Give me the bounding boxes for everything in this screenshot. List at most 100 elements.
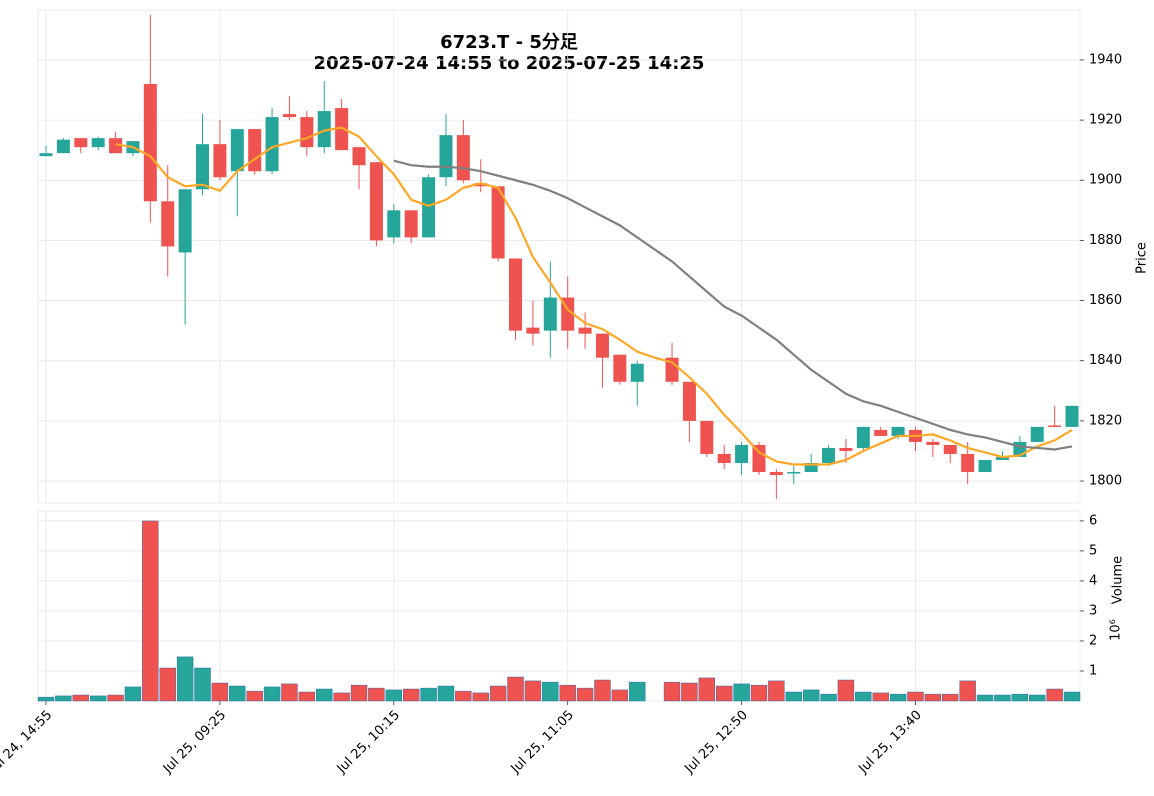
volume-bar xyxy=(124,686,142,702)
candle-body xyxy=(578,327,592,334)
panel-frame xyxy=(37,9,1081,504)
candle-body xyxy=(1030,426,1044,442)
candle-body xyxy=(804,462,818,473)
candle-body xyxy=(717,453,731,463)
y-tick-label: 1940 xyxy=(1089,52,1122,67)
volume-bar xyxy=(489,685,507,702)
candle-body xyxy=(317,111,331,148)
volume-bar xyxy=(211,682,229,702)
volume-bar xyxy=(1011,693,1029,702)
volume-bar xyxy=(281,683,298,702)
volume-bar xyxy=(176,656,194,702)
volume-bar xyxy=(472,692,489,702)
panel-frame xyxy=(37,510,1081,702)
candle-body xyxy=(91,138,105,148)
y-tick-label: 1 xyxy=(1089,663,1097,678)
candle-body xyxy=(109,138,123,154)
candle-body xyxy=(387,210,401,238)
volume-bar xyxy=(629,681,646,702)
candle-body xyxy=(491,186,505,259)
volume-bar xyxy=(142,520,159,702)
volume-bar xyxy=(802,689,820,702)
volume-bar xyxy=(333,692,350,702)
moving-average-line xyxy=(393,159,1073,451)
volume-bar xyxy=(37,696,55,702)
volume-bar xyxy=(837,679,855,702)
volume-bar xyxy=(524,680,542,702)
volume-bar xyxy=(733,683,750,702)
volume-bar xyxy=(785,691,802,702)
volume-bar xyxy=(55,695,72,702)
candle-body xyxy=(335,108,349,151)
volume-bar xyxy=(246,690,263,702)
volume-bar xyxy=(507,676,524,702)
y-tick-label: 5 xyxy=(1089,543,1097,558)
x-tick-label: Jul 25, 09:25 xyxy=(160,708,229,777)
candle-body xyxy=(856,426,870,448)
volume-bar xyxy=(229,685,246,702)
candle-body xyxy=(352,147,366,166)
candle-body xyxy=(1065,405,1079,427)
candle-body xyxy=(526,327,540,334)
candle-body xyxy=(874,429,888,436)
volume-bar xyxy=(159,667,176,702)
volume-bar xyxy=(368,687,385,702)
x-tick-label: Jul 25, 13:40 xyxy=(855,708,924,777)
y-tick-label: 1840 xyxy=(1089,353,1122,368)
y-tick-label: 2 xyxy=(1089,633,1097,648)
candle-body xyxy=(682,381,696,421)
candle-body xyxy=(456,135,470,181)
volume-bar xyxy=(698,677,716,702)
volume-bar xyxy=(107,694,124,702)
candle-body xyxy=(1048,425,1062,427)
volume-bar xyxy=(298,691,316,702)
candle-body xyxy=(369,162,383,241)
volume-bar xyxy=(750,684,768,702)
x-tick-label: Jul 25, 12:50 xyxy=(682,708,751,777)
candle-body xyxy=(282,114,296,118)
y-tick-label: 6 xyxy=(1089,513,1097,528)
y-tick-label: 1800 xyxy=(1089,474,1122,489)
candle-body xyxy=(752,444,766,473)
volume-bar xyxy=(872,692,889,702)
candle-body xyxy=(178,189,192,253)
volume-bar xyxy=(316,688,333,702)
candle-body xyxy=(39,153,53,157)
price-axis-label: Price xyxy=(1135,242,1150,274)
volume-bar xyxy=(907,691,924,702)
volume-scale-label: 10⁶ xyxy=(1109,619,1124,641)
candle-body xyxy=(265,117,279,172)
y-tick-label: 1920 xyxy=(1089,113,1122,128)
volume-bar xyxy=(889,693,907,702)
volume-bar xyxy=(1063,691,1081,702)
y-tick-label: 3 xyxy=(1089,603,1097,618)
volume-bar xyxy=(1046,688,1063,702)
volume-bar xyxy=(194,667,211,702)
volume-bar xyxy=(72,694,89,702)
candle-body xyxy=(700,420,714,454)
candle-body xyxy=(248,129,262,172)
volume-bar xyxy=(420,687,437,702)
candle-body xyxy=(143,83,157,202)
candle-body xyxy=(543,297,557,331)
y-tick-label: 1820 xyxy=(1089,413,1122,428)
candle-body xyxy=(474,183,488,187)
candle-body xyxy=(613,354,627,382)
volume-bar xyxy=(263,686,281,702)
candle-body xyxy=(978,459,992,473)
volume-bar xyxy=(959,680,976,702)
candle-body xyxy=(822,447,836,463)
volume-bar xyxy=(976,694,994,702)
candle-body xyxy=(404,210,418,238)
volume-bar xyxy=(455,690,472,702)
y-tick-label: 4 xyxy=(1089,573,1097,588)
candle-body xyxy=(995,456,1009,460)
volume-bar xyxy=(994,694,1011,702)
candle-body xyxy=(926,441,940,445)
candle-body xyxy=(630,363,644,382)
candle-body xyxy=(769,472,783,476)
volume-bar xyxy=(611,689,629,702)
candle-body xyxy=(595,333,609,358)
y-tick-label: 1880 xyxy=(1089,233,1122,248)
